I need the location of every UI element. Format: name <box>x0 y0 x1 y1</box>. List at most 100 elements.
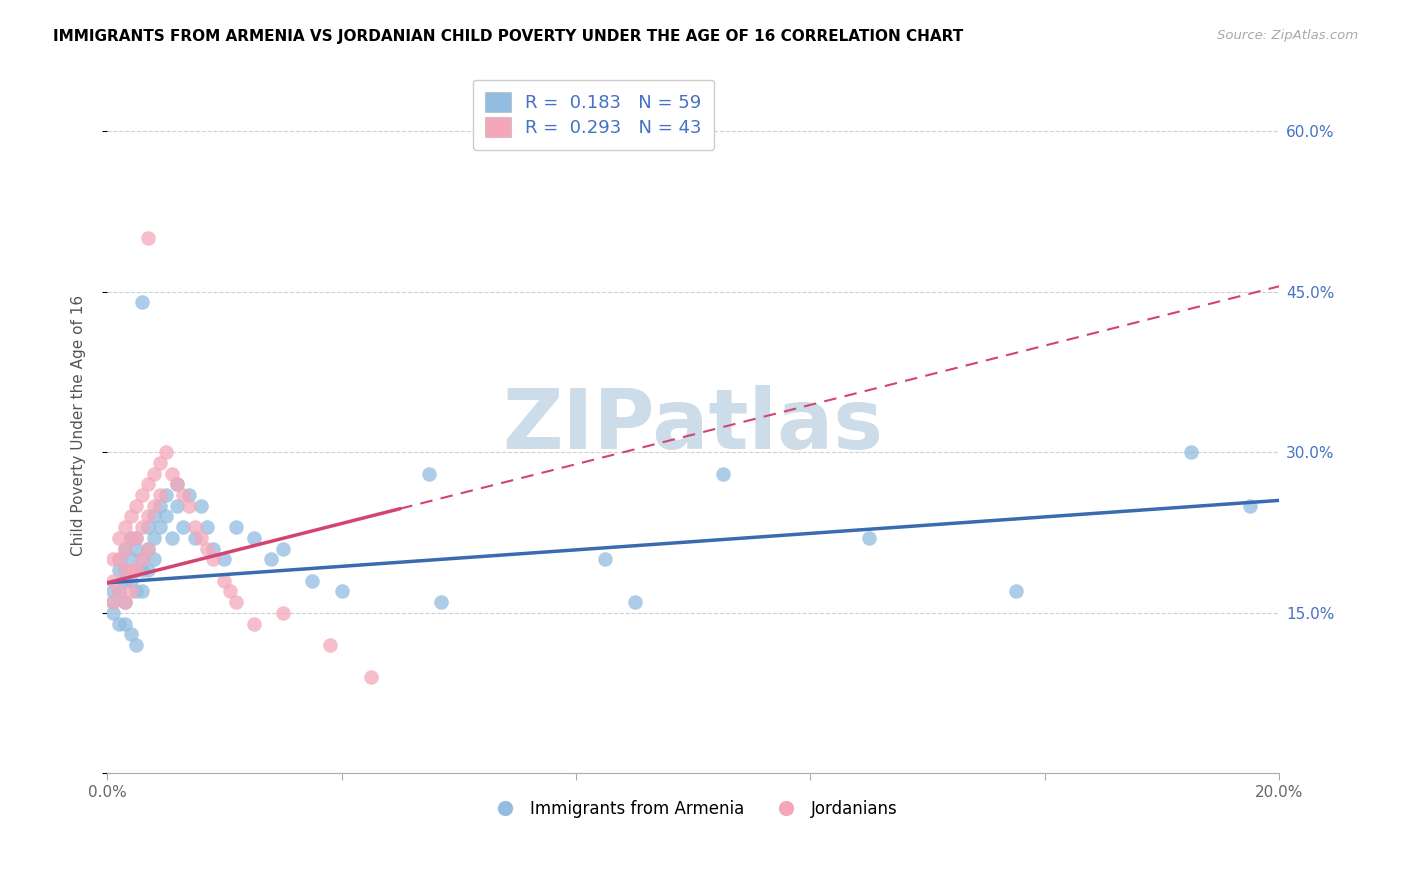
Point <box>195 520 218 534</box>
Point <box>190 531 212 545</box>
Point <box>623 595 645 609</box>
Point <box>120 627 142 641</box>
Point <box>120 563 142 577</box>
Point <box>219 584 242 599</box>
Point <box>143 552 166 566</box>
Point <box>131 584 153 599</box>
Point <box>107 531 129 545</box>
Point <box>131 552 153 566</box>
Point <box>143 531 166 545</box>
Point <box>190 499 212 513</box>
Point <box>131 520 153 534</box>
Point <box>107 584 129 599</box>
Point <box>271 541 294 556</box>
Point <box>101 552 124 566</box>
Point <box>101 595 124 609</box>
Point <box>179 499 201 513</box>
Point <box>114 563 136 577</box>
Point <box>143 509 166 524</box>
Point <box>184 520 207 534</box>
Point <box>149 456 172 470</box>
Point <box>160 531 183 545</box>
Point <box>184 531 207 545</box>
Point <box>125 541 148 556</box>
Point <box>1239 499 1261 513</box>
Point <box>120 552 142 566</box>
Point <box>101 584 124 599</box>
Point <box>858 531 880 545</box>
Point <box>179 488 201 502</box>
Point <box>120 531 142 545</box>
Point <box>114 574 136 588</box>
Point <box>166 499 188 513</box>
Point <box>593 552 616 566</box>
Point <box>319 638 342 652</box>
Point <box>114 541 136 556</box>
Point <box>136 509 159 524</box>
Y-axis label: Child Poverty Under the Age of 16: Child Poverty Under the Age of 16 <box>72 295 86 556</box>
Point <box>201 541 224 556</box>
Point <box>301 574 323 588</box>
Point <box>195 541 218 556</box>
Point <box>136 477 159 491</box>
Point <box>120 574 142 588</box>
Point <box>125 499 148 513</box>
Legend: Immigrants from Armenia, Jordanians: Immigrants from Armenia, Jordanians <box>482 793 904 824</box>
Point <box>430 595 453 609</box>
Point <box>360 670 382 684</box>
Point <box>125 584 148 599</box>
Point <box>136 541 159 556</box>
Point <box>143 499 166 513</box>
Point <box>242 531 264 545</box>
Point <box>214 574 236 588</box>
Point <box>201 552 224 566</box>
Point <box>330 584 353 599</box>
Point <box>1180 445 1202 459</box>
Point <box>107 552 129 566</box>
Point <box>1004 584 1026 599</box>
Point <box>225 595 247 609</box>
Point <box>101 595 124 609</box>
Point <box>114 595 136 609</box>
Point <box>172 488 194 502</box>
Point <box>143 467 166 481</box>
Point <box>131 488 153 502</box>
Point <box>149 499 172 513</box>
Text: IMMIGRANTS FROM ARMENIA VS JORDANIAN CHILD POVERTY UNDER THE AGE OF 16 CORRELATI: IMMIGRANTS FROM ARMENIA VS JORDANIAN CHI… <box>53 29 963 45</box>
Point <box>131 552 153 566</box>
Point <box>125 638 148 652</box>
Point <box>114 595 136 609</box>
Point <box>114 541 136 556</box>
Point <box>155 488 177 502</box>
Point <box>120 584 142 599</box>
Point <box>136 563 159 577</box>
Point <box>101 606 124 620</box>
Point <box>149 520 172 534</box>
Point <box>271 606 294 620</box>
Point <box>214 552 236 566</box>
Point <box>125 563 148 577</box>
Point <box>166 477 188 491</box>
Point <box>107 616 129 631</box>
Point <box>131 295 153 310</box>
Point <box>114 563 136 577</box>
Point <box>149 488 172 502</box>
Point <box>114 616 136 631</box>
Point <box>107 584 129 599</box>
Point <box>711 467 734 481</box>
Point <box>120 509 142 524</box>
Point <box>101 574 124 588</box>
Point <box>136 541 159 556</box>
Point <box>260 552 283 566</box>
Point <box>136 520 159 534</box>
Point <box>107 563 129 577</box>
Point <box>160 467 183 481</box>
Point <box>155 509 177 524</box>
Text: Source: ZipAtlas.com: Source: ZipAtlas.com <box>1218 29 1358 43</box>
Point <box>107 552 129 566</box>
Point <box>125 531 148 545</box>
Point <box>225 520 247 534</box>
Point <box>242 616 264 631</box>
Point <box>125 563 148 577</box>
Point <box>172 520 194 534</box>
